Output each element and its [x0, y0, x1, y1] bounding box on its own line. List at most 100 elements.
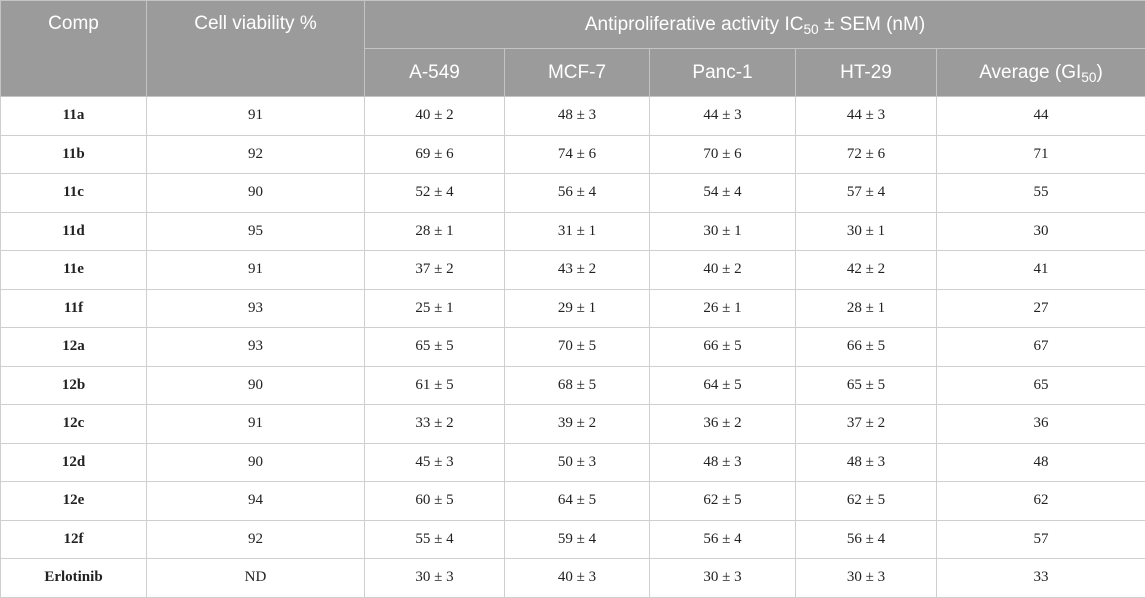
header-group-subscript: 50 — [803, 21, 818, 36]
compound-cell: 12e — [1, 482, 147, 521]
ht29-cell: 30 ± 3 — [796, 559, 937, 598]
panc1-cell: 26 ± 1 — [650, 289, 796, 328]
panc1-cell: 30 ± 3 — [650, 559, 796, 598]
ht29-cell: 56 ± 4 — [796, 520, 937, 559]
panc1-cell: 36 ± 2 — [650, 405, 796, 444]
a549-cell: 25 ± 1 — [365, 289, 505, 328]
header-cell-viability: Cell viability % — [147, 1, 365, 97]
viability-cell: 93 — [147, 289, 365, 328]
a549-cell: 33 ± 2 — [365, 405, 505, 444]
ht29-cell: 72 ± 6 — [796, 135, 937, 174]
compound-cell: 12f — [1, 520, 147, 559]
header-panc1: Panc-1 — [650, 49, 796, 97]
mcf7-cell: 31 ± 1 — [505, 212, 650, 251]
average-cell: 71 — [937, 135, 1145, 174]
viability-cell: 94 — [147, 482, 365, 521]
header-comp: Comp — [1, 1, 147, 97]
average-cell: 44 — [937, 97, 1145, 136]
panc1-cell: 30 ± 1 — [650, 212, 796, 251]
viability-cell: 91 — [147, 405, 365, 444]
header-group-prefix: Antiproliferative activity IC — [585, 14, 804, 35]
a549-cell: 37 ± 2 — [365, 251, 505, 290]
compound-cell: 11a — [1, 97, 147, 136]
ht29-cell: 57 ± 4 — [796, 174, 937, 213]
compound-cell: 12b — [1, 366, 147, 405]
ht29-cell: 65 ± 5 — [796, 366, 937, 405]
average-cell: 62 — [937, 482, 1145, 521]
a549-cell: 60 ± 5 — [365, 482, 505, 521]
mcf7-cell: 40 ± 3 — [505, 559, 650, 598]
compound-cell: 11c — [1, 174, 147, 213]
ht29-cell: 62 ± 5 — [796, 482, 937, 521]
mcf7-cell: 39 ± 2 — [505, 405, 650, 444]
compound-cell: Erlotinib — [1, 559, 147, 598]
viability-cell: 95 — [147, 212, 365, 251]
a549-cell: 61 ± 5 — [365, 366, 505, 405]
viability-cell: 91 — [147, 251, 365, 290]
mcf7-cell: 43 ± 2 — [505, 251, 650, 290]
compound-cell: 11e — [1, 251, 147, 290]
header-group-suffix: ± SEM (nM) — [819, 14, 926, 35]
header-average-subscript: 50 — [1081, 69, 1096, 84]
average-cell: 30 — [937, 212, 1145, 251]
ht29-cell: 44 ± 3 — [796, 97, 937, 136]
panc1-cell: 48 ± 3 — [650, 443, 796, 482]
compound-cell: 12a — [1, 328, 147, 367]
header-antiproliferative-group: Antiproliferative activity IC50 ± SEM (n… — [365, 1, 1145, 49]
viability-cell: 93 — [147, 328, 365, 367]
compound-cell: 11d — [1, 212, 147, 251]
panc1-cell: 62 ± 5 — [650, 482, 796, 521]
panc1-cell: 64 ± 5 — [650, 366, 796, 405]
mcf7-cell: 70 ± 5 — [505, 328, 650, 367]
ht29-cell: 48 ± 3 — [796, 443, 937, 482]
mcf7-cell: 68 ± 5 — [505, 366, 650, 405]
header-a549: A-549 — [365, 49, 505, 97]
compound-cell: 11f — [1, 289, 147, 328]
average-cell: 33 — [937, 559, 1145, 598]
mcf7-cell: 74 ± 6 — [505, 135, 650, 174]
ht29-cell: 30 ± 1 — [796, 212, 937, 251]
header-mcf7: MCF-7 — [505, 49, 650, 97]
viability-cell: 90 — [147, 174, 365, 213]
a549-cell: 40 ± 2 — [365, 97, 505, 136]
viability-cell: 92 — [147, 135, 365, 174]
panc1-cell: 66 ± 5 — [650, 328, 796, 367]
header-average-prefix: Average (GI — [979, 62, 1081, 83]
panc1-cell: 56 ± 4 — [650, 520, 796, 559]
panc1-cell: 70 ± 6 — [650, 135, 796, 174]
mcf7-cell: 29 ± 1 — [505, 289, 650, 328]
mcf7-cell: 48 ± 3 — [505, 97, 650, 136]
header-average: Average (GI50) — [937, 49, 1145, 97]
average-cell: 65 — [937, 366, 1145, 405]
a549-cell: 55 ± 4 — [365, 520, 505, 559]
average-cell: 67 — [937, 328, 1145, 367]
a549-cell: 28 ± 1 — [365, 212, 505, 251]
table-header: Comp Cell viability % Antiproliferative … — [1, 1, 1145, 97]
a549-cell: 69 ± 6 — [365, 135, 505, 174]
ht29-cell: 28 ± 1 — [796, 289, 937, 328]
viability-cell: ND — [147, 559, 365, 598]
a549-cell: 30 ± 3 — [365, 559, 505, 598]
header-ht29: HT-29 — [796, 49, 937, 97]
ht29-cell: 66 ± 5 — [796, 328, 937, 367]
panc1-cell: 40 ± 2 — [650, 251, 796, 290]
ht29-cell: 37 ± 2 — [796, 405, 937, 444]
average-cell: 48 — [937, 443, 1145, 482]
ht29-cell: 42 ± 2 — [796, 251, 937, 290]
mcf7-cell: 64 ± 5 — [505, 482, 650, 521]
compound-cell: 11b — [1, 135, 147, 174]
viability-cell: 92 — [147, 520, 365, 559]
